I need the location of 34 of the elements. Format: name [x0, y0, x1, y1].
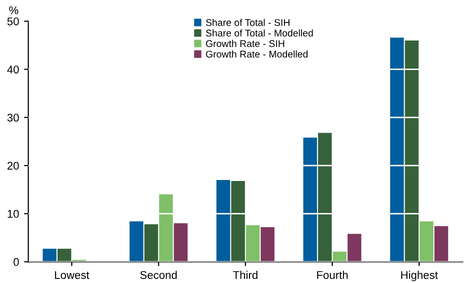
x-tick-label: Third	[233, 270, 258, 279]
bar	[404, 40, 419, 262]
bar	[174, 223, 188, 262]
bar	[130, 221, 144, 262]
legend-label: Growth Rate - Modelled	[206, 50, 308, 58]
y-tick-label: 20	[7, 162, 19, 170]
x-tick-label: Lowest	[55, 271, 90, 279]
bar	[42, 248, 56, 262]
bar	[246, 225, 260, 262]
bar	[420, 221, 434, 262]
y-tick-label: 0	[14, 258, 19, 266]
x-tick-label: Second	[140, 270, 177, 279]
x-tick-label: Fourth	[317, 270, 348, 279]
bar	[144, 224, 158, 262]
bar	[216, 180, 230, 262]
bar	[434, 226, 448, 262]
legend-label: Share of Total - SIH	[206, 18, 290, 26]
bar	[231, 180, 245, 262]
bar	[159, 194, 173, 262]
x-tick-label: Highest	[401, 270, 438, 282]
y-tick-label: 10	[8, 210, 19, 218]
bar	[348, 234, 362, 262]
legend-label: Share of Total - Modelled	[206, 29, 313, 37]
legend-label: Growth Rate - SIH	[206, 40, 284, 48]
bar	[260, 227, 274, 262]
bar	[318, 132, 332, 262]
y-axis-title: %	[9, 6, 18, 14]
y-tick-label: 40	[7, 66, 19, 74]
bar	[57, 248, 72, 262]
y-tick-label: 50	[7, 17, 19, 26]
bar	[332, 252, 347, 262]
bar	[390, 38, 404, 262]
bar	[303, 138, 318, 262]
y-tick-label: 30	[7, 114, 19, 122]
